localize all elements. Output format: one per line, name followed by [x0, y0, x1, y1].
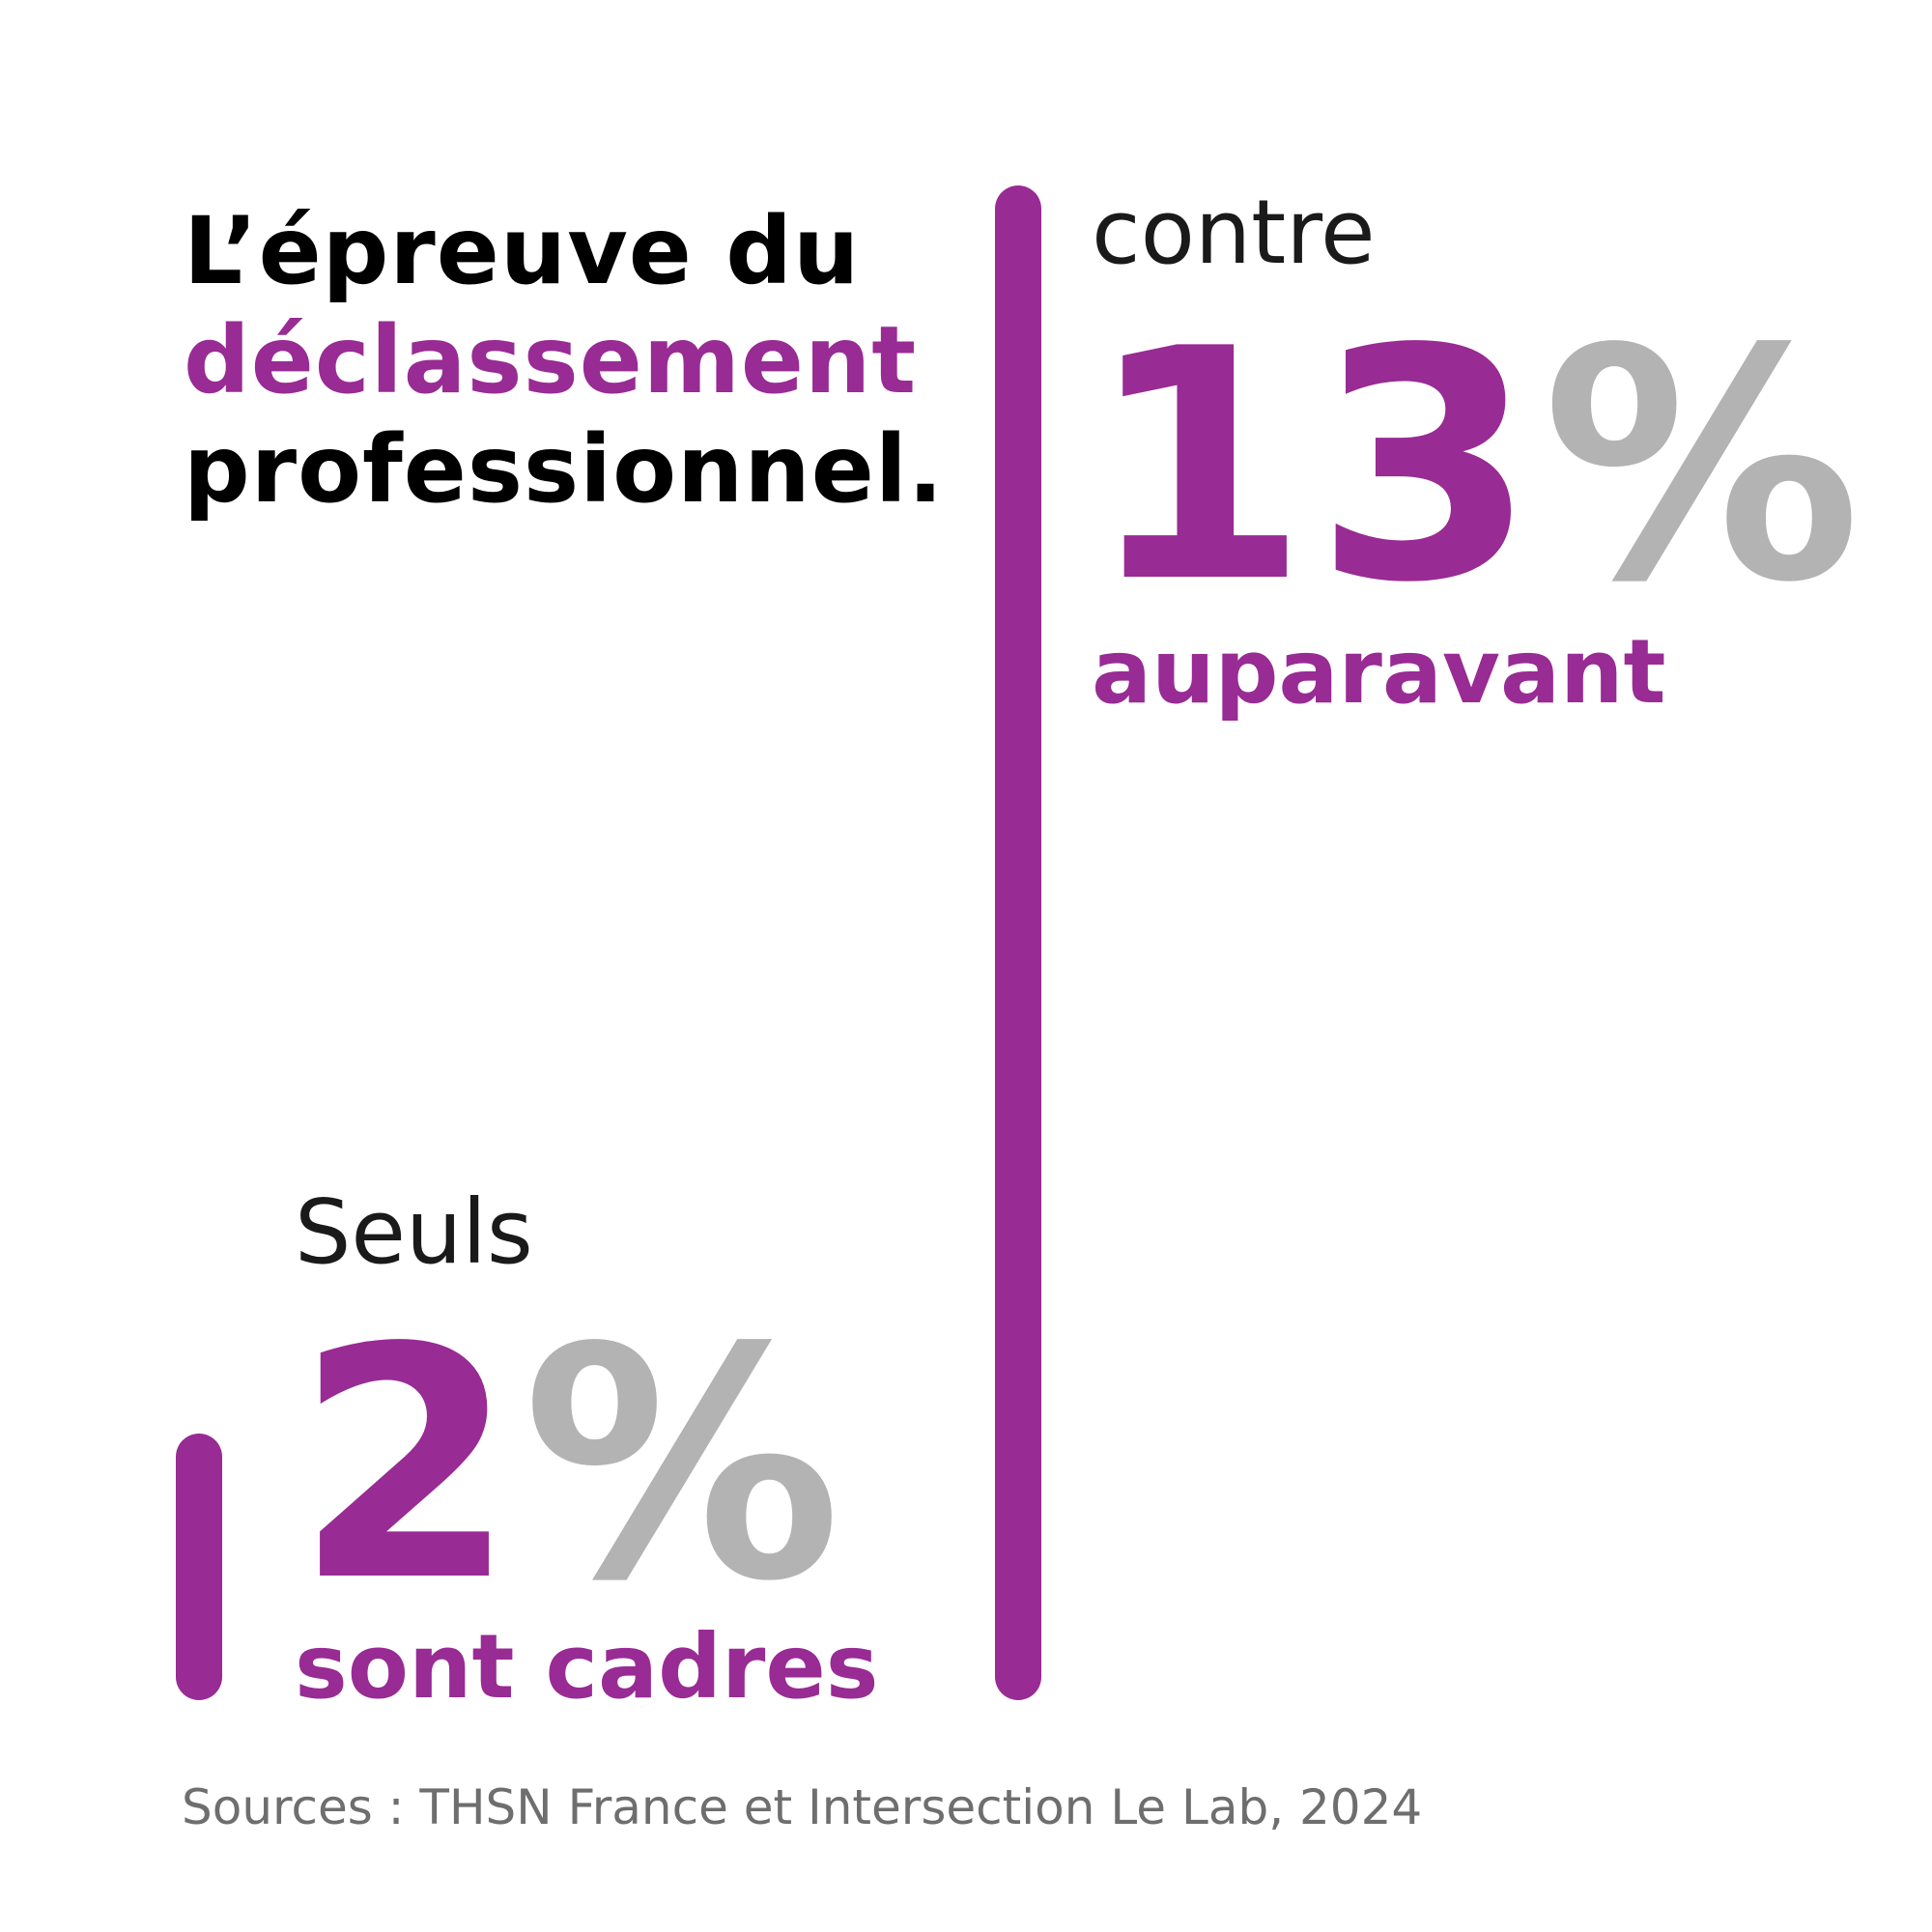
stat-current-number: 2 — [295, 1280, 523, 1651]
accent-bar-small — [176, 1434, 222, 1700]
title-line-1: L’épreuve du — [184, 197, 861, 305]
stat-current-intro: Seuls — [295, 1180, 533, 1284]
stat-current-value: 2% — [295, 1306, 847, 1625]
stat-previous-number: 13 — [1087, 281, 1543, 652]
vertical-divider-bar — [995, 185, 1041, 1700]
stat-current-caption: sont cadres — [295, 1615, 879, 1719]
source-note: Sources : THSN France et Intersection Le… — [182, 1779, 1423, 1835]
stat-previous-percent-sign: % — [1542, 281, 1867, 652]
stat-previous-caption: auparavant — [1092, 620, 1666, 724]
title-line-2-highlight: déclassement — [184, 306, 918, 414]
title-line-3: professionnel. — [184, 415, 945, 524]
stat-current-percent-sign: % — [522, 1280, 848, 1651]
stat-previous-value: 13% — [1087, 307, 1867, 626]
stat-previous-intro: contre — [1092, 181, 1376, 284]
